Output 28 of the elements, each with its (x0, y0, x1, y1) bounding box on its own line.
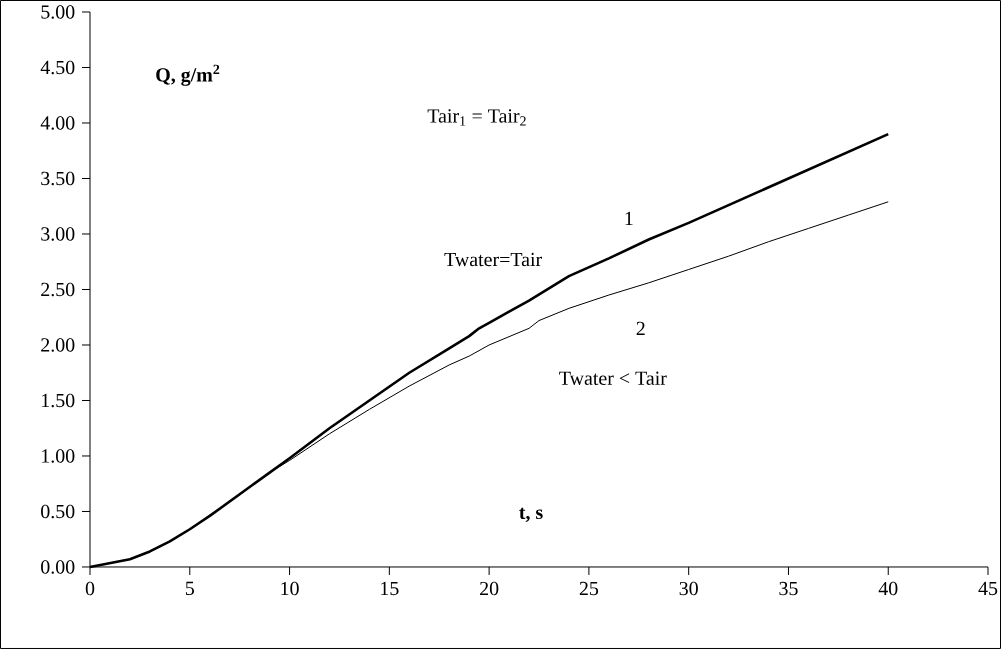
x-tick-label: 15 (381, 581, 399, 596)
series-label: 2 (636, 321, 645, 335)
x-tick-label: 25 (579, 581, 599, 596)
x-tick-label: 35 (779, 581, 798, 596)
annotation: Twater=Tair (444, 252, 542, 267)
x-tick-label: 30 (679, 581, 698, 596)
y-tick-label: 1.00 (42, 449, 75, 463)
x-tick-label: 40 (878, 581, 898, 596)
series-label: 1 (625, 211, 633, 226)
y-tick-label: 3.00 (41, 227, 75, 241)
y-tick-label: 2.00 (41, 338, 75, 352)
x-tick-label: 10 (281, 581, 299, 596)
annotation: Twater < Tair (559, 371, 667, 385)
y-tick-label: 4.00 (40, 116, 75, 130)
x-axis-title: t, s (519, 507, 543, 522)
y-tick-label: 3.50 (41, 171, 75, 186)
y-tick-label: 1.50 (42, 393, 75, 408)
annotation: Tair$_{1}$ = Tair$_{2}$ (427, 109, 526, 126)
x-tick-label: 0 (85, 581, 95, 596)
y-tick-label: 0.50 (41, 504, 75, 519)
y-axis-title: Q, g/m$^{2}$ (156, 64, 220, 86)
x-tick-label: 20 (480, 581, 499, 596)
x-tick-label: 45 (978, 581, 998, 596)
y-tick-label: 5.00 (41, 5, 75, 19)
y-tick-label: 4.50 (40, 60, 75, 75)
x-tick-label: 5 (185, 581, 194, 596)
y-tick-label: 2.50 (41, 282, 75, 297)
y-tick-label: 0.00 (41, 560, 75, 574)
